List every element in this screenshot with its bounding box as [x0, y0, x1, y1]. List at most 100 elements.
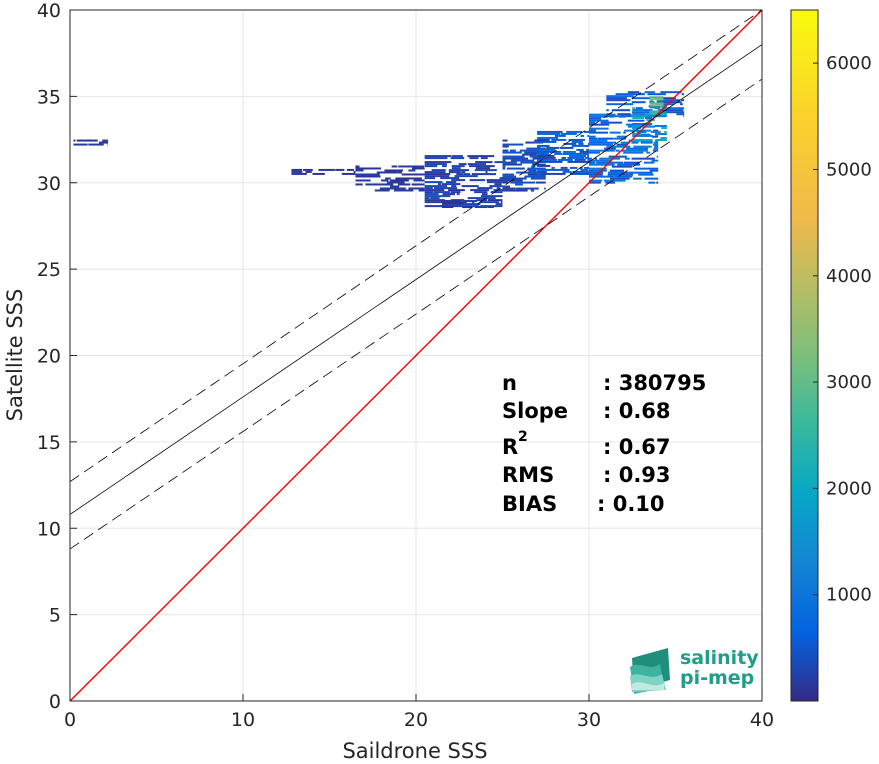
density-cell	[640, 141, 653, 144]
density-cell	[502, 161, 517, 164]
density-cell	[537, 160, 563, 163]
density-cell	[537, 146, 541, 149]
density-cell	[424, 181, 443, 184]
density-cell	[385, 177, 391, 180]
density-cell	[574, 158, 586, 161]
density-cell	[615, 93, 638, 96]
density-cell	[589, 129, 596, 132]
density-cell	[448, 171, 461, 174]
density-cell	[635, 107, 643, 110]
density-cell	[571, 144, 589, 147]
stat-rms-value: : 0.93	[603, 463, 671, 487]
density-cell	[589, 179, 603, 182]
density-cell	[632, 115, 648, 118]
density-cell	[623, 161, 640, 164]
density-cell	[632, 135, 653, 138]
density-cell	[384, 169, 404, 172]
stat-r2-value: : 0.67	[603, 435, 671, 459]
density-cell	[632, 109, 646, 112]
salinity-pimep-logo: salinity pi-mep	[630, 647, 759, 694]
density-cell	[500, 201, 503, 204]
density-cell	[424, 165, 438, 168]
density-cell	[291, 170, 303, 173]
density-cell	[446, 181, 457, 184]
density-cell	[456, 173, 464, 176]
density-cell	[102, 139, 109, 142]
density-cell	[681, 99, 685, 102]
y-tick-label: 0	[49, 691, 61, 713]
density-cell	[381, 179, 389, 182]
density-cell	[76, 139, 98, 142]
density-cell	[562, 150, 576, 153]
density-cloud	[73, 91, 685, 209]
density-cell	[424, 171, 446, 174]
density-cell	[502, 157, 529, 160]
density-cell	[519, 149, 540, 152]
wave-layers-icon	[630, 648, 670, 694]
density-cell	[588, 142, 589, 145]
stat-bias-label: BIAS	[502, 492, 557, 516]
density-cell	[653, 129, 659, 132]
density-cell	[582, 152, 589, 155]
density-cell	[303, 168, 313, 171]
x-tick-label: 40	[750, 709, 774, 731]
density-cell	[589, 163, 615, 166]
density-cell	[456, 193, 460, 196]
density-cell	[450, 157, 465, 160]
density-cell	[451, 185, 457, 188]
density-cell	[649, 110, 662, 113]
density-cell	[620, 141, 630, 144]
density-cell	[424, 191, 433, 194]
colorbar-tick-label: 1000	[826, 585, 872, 606]
density-cell	[576, 148, 584, 151]
density-cell	[644, 177, 659, 180]
density-cell	[412, 167, 425, 170]
density-cell	[624, 157, 630, 160]
density-cell	[649, 112, 664, 115]
density-cell	[355, 179, 371, 182]
density-cell	[531, 165, 536, 168]
density-cell	[487, 206, 494, 209]
density-cell	[459, 203, 481, 206]
density-cell	[606, 109, 609, 112]
density-cell	[467, 197, 496, 200]
density-cell	[510, 181, 535, 184]
density-cell	[632, 129, 636, 132]
density-cell	[424, 161, 452, 164]
density-cell	[463, 173, 471, 176]
density-cell	[606, 115, 634, 118]
density-cell	[502, 139, 508, 142]
density-cell	[424, 187, 433, 190]
density-cell	[471, 173, 497, 176]
density-cell	[537, 140, 557, 143]
density-cell	[579, 150, 589, 153]
density-cell	[430, 197, 440, 200]
density-cell	[637, 93, 645, 96]
density-cell	[580, 134, 585, 137]
regression-plus-line	[69, 9, 763, 482]
density-cell	[656, 99, 680, 102]
density-cell	[664, 131, 667, 134]
density-cell	[587, 154, 589, 157]
density-cell	[542, 172, 566, 175]
density-cell	[530, 177, 546, 180]
density-cell	[631, 157, 655, 160]
density-cell	[520, 161, 540, 164]
density-cell	[537, 156, 556, 159]
density-cell	[486, 179, 503, 182]
density-cell	[636, 131, 647, 134]
density-cell	[676, 113, 685, 116]
density-cell	[442, 193, 456, 196]
density-cell	[681, 93, 685, 96]
y-tick-label: 20	[37, 346, 61, 368]
density-cell	[537, 158, 558, 161]
density-cell	[554, 134, 559, 137]
density-cell	[632, 127, 642, 130]
density-cell	[386, 181, 405, 184]
density-cell	[611, 165, 632, 168]
density-cell	[451, 165, 465, 168]
density-cell	[502, 151, 522, 154]
stat-slope-label: Slope	[502, 399, 568, 423]
density-cell	[589, 141, 617, 144]
density-cell	[589, 119, 609, 122]
